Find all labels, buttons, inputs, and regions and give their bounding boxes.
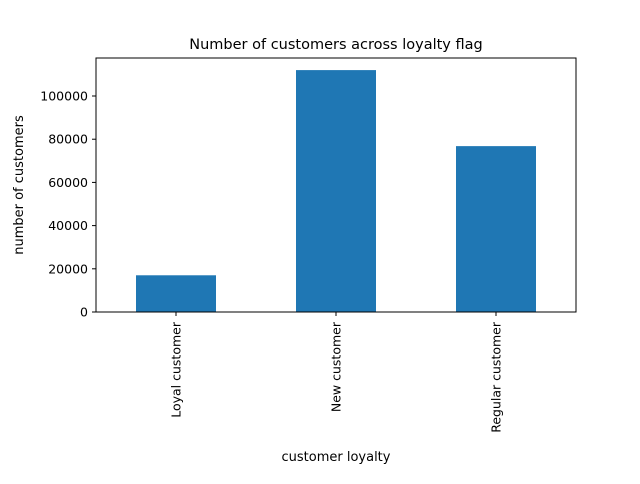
- bar-new-customer: [296, 70, 376, 312]
- y-tick-label: 0: [80, 305, 88, 320]
- y-tick-label: 20000: [48, 261, 88, 276]
- x-tick-label: Loyal customer: [169, 321, 184, 418]
- x-tick-label: Regular customer: [489, 321, 504, 433]
- x-axis-label: customer loyalty: [282, 450, 391, 465]
- y-tick-label: 40000: [48, 218, 88, 233]
- bar-loyal-customer: [136, 275, 216, 312]
- bar-regular-customer: [456, 146, 536, 312]
- y-tick-label: 100000: [40, 89, 88, 104]
- x-axis: Loyal customer New customer Regular custom…: [169, 312, 504, 433]
- y-tick-label: 80000: [48, 132, 88, 147]
- bars-layer: [136, 70, 536, 312]
- chart-title: Number of customers across loyalty flag: [189, 37, 482, 53]
- y-axis-label: number of customers: [12, 115, 27, 255]
- x-tick-label: New customer: [329, 321, 344, 412]
- plot-frame: [95, 57, 577, 313]
- y-axis: 0 20000 40000 60000 80000 100000: [40, 89, 96, 320]
- y-tick-label: 60000: [48, 175, 88, 190]
